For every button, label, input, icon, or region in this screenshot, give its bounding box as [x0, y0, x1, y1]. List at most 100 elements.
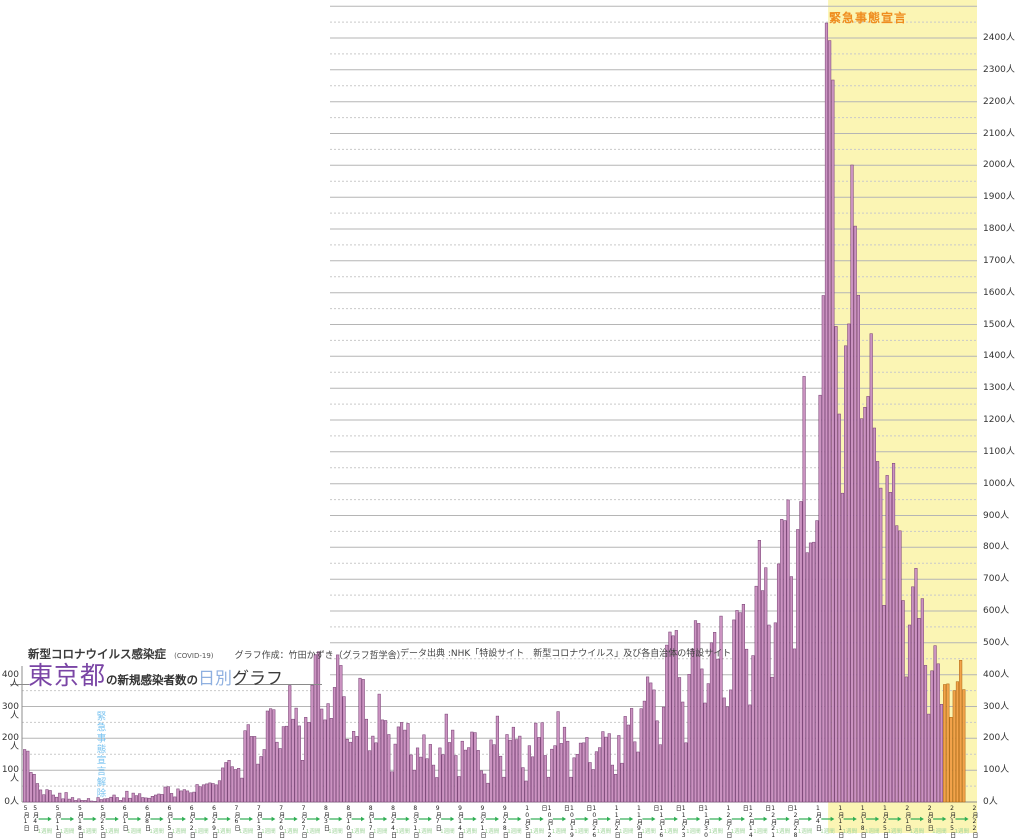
x-tick-label: 12月14日 — [741, 805, 755, 839]
y-tick-label: 400人 — [983, 669, 1010, 680]
svg-text:1週間: 1週間 — [172, 827, 187, 835]
data-source: データ出典 :NHK「特設サイト 新型コロナウイルス」及び各自治体の特設サイト — [400, 649, 732, 659]
y-tick-label: 200人 — [983, 733, 1010, 744]
x-tick-label: 9月14日 — [456, 805, 464, 838]
svg-text:1週間: 1週間 — [507, 827, 522, 835]
svg-text:1週間: 1週間 — [574, 827, 589, 835]
y-tick-label: 0人 — [4, 797, 19, 807]
x-tick-label: 9月7日 — [434, 805, 442, 831]
y-tick-label: 1000人 — [983, 478, 1015, 489]
svg-text:1週間: 1週間 — [395, 827, 410, 835]
x-tick-label: 12月28日 — [786, 805, 800, 839]
svg-text:1週間: 1週間 — [82, 827, 97, 835]
x-tick-label: 8月3日 — [322, 805, 330, 831]
x-tick-label: 10月12日 — [540, 805, 554, 839]
y-tick-label: 800人 — [983, 542, 1010, 553]
svg-text:1週間: 1週間 — [239, 827, 254, 835]
y-tick-label: 2000人 — [983, 160, 1015, 171]
x-tick-label: 2月15日 — [948, 805, 956, 838]
svg-text:1週間: 1週間 — [776, 827, 791, 835]
y-tick-label: 2400人 — [983, 33, 1015, 43]
x-tick-label: 7月6日 — [232, 805, 240, 831]
svg-text:1週間: 1週間 — [328, 827, 343, 835]
week-arrows: 1週間 1週間 1週間 1週間 1週間 1週間 1週間 1週間 1週間 1週間 1週間 1週間 1週間 1… — [38, 816, 969, 835]
y-tick-label: 300人 — [983, 701, 1010, 712]
title-daily: 日別 — [198, 669, 233, 689]
x-tick-label: 9月21日 — [478, 805, 486, 838]
svg-text:1週間: 1週間 — [149, 827, 164, 835]
svg-text:1週間: 1週間 — [552, 827, 567, 835]
svg-text:1週間: 1週間 — [284, 827, 299, 835]
x-tick-label: 10月5日 — [523, 805, 531, 838]
svg-text:1週間: 1週間 — [194, 827, 209, 835]
y-tick-label: 1600人 — [983, 287, 1015, 298]
y-tick-label: 500人 — [983, 637, 1010, 648]
title-middle: の新規感染者数の — [106, 673, 199, 687]
x-tick-label: 1月25日 — [881, 805, 889, 838]
x-tick-label: 2月22日 — [970, 805, 978, 838]
x-tick-label: 11月16日 — [651, 805, 665, 839]
y-tick-label: 1400人 — [983, 351, 1015, 362]
x-tick-label: 2月8日 — [926, 805, 934, 831]
x-tick-label: 11月23日 — [674, 805, 688, 839]
x-tick-label: 8月10日 — [344, 805, 352, 838]
x-tick-label: 6月29日 — [210, 805, 218, 838]
x-tick-label: 6月22日 — [188, 805, 196, 838]
x-tick-label: 11月9日 — [635, 805, 643, 838]
y-tick-label: 2100人 — [983, 128, 1015, 139]
x-tick-label: 12月7日 — [724, 805, 732, 838]
x-tick-label: 9月28日 — [501, 805, 509, 838]
y-tick-label: 1800人 — [983, 224, 1015, 234]
y-tick-label: 0人 — [983, 797, 998, 807]
x-tick-label: 5月4日 — [31, 805, 39, 831]
x-tick-label: 5月25日 — [98, 805, 106, 838]
title-block: 新型コロナウイルス感染症 (COVID-19) グラフ作成：竹田かずき（グラフ哲… — [28, 643, 406, 692]
y-tick-label: 1700人 — [983, 255, 1015, 266]
svg-text:1週間: 1週間 — [418, 827, 433, 835]
y-tick-label: 600人 — [983, 606, 1010, 616]
emergency-declaration-label: 緊急事態宣言 — [829, 11, 908, 25]
svg-text:1週間: 1週間 — [530, 827, 545, 835]
x-tick-label: 5月18日 — [76, 805, 84, 838]
x-tick-label: 7月20日 — [277, 805, 285, 838]
y-tick-label: 1500人 — [983, 319, 1015, 330]
y-tick-label: 1300人 — [983, 383, 1015, 394]
x-tick-label: 1月4日 — [814, 805, 822, 831]
chart-subtitle: 新型コロナウイルス感染症 — [28, 647, 166, 661]
svg-text:1週間: 1週間 — [731, 827, 746, 835]
svg-text:1週間: 1週間 — [641, 827, 656, 835]
y-tick-label: 400人 — [1, 669, 19, 689]
x-tick-label: 6月15日 — [165, 805, 173, 838]
x-tick-label: 11月30日 — [696, 805, 710, 839]
title-top-line: 新型コロナウイルス感染症 (COVID-19) グラフ作成：竹田かずき（グラフ哲… — [28, 643, 406, 661]
svg-text:1週間: 1週間 — [709, 827, 724, 835]
svg-text:1週間: 1週間 — [887, 827, 902, 835]
svg-text:1週間: 1週間 — [843, 827, 858, 835]
y-tick-label: 200人 — [1, 733, 19, 753]
y-tick-label: 300人 — [1, 701, 19, 721]
svg-text:1週間: 1週間 — [597, 827, 612, 835]
x-tick-label: 6月8日 — [143, 805, 151, 831]
page-title: 東京都 の新規感染者数の 日別 グラフ — [28, 656, 406, 692]
svg-text:1週間: 1週間 — [60, 827, 75, 835]
x-tick-label: 12月21日 — [763, 805, 777, 839]
y-tick-label: 2300人 — [983, 64, 1015, 75]
x-tick-label: 6月1日 — [121, 805, 129, 831]
x-tick-label: 10月19日 — [562, 805, 576, 839]
y-tick-label: 100人 — [983, 765, 1010, 776]
svg-text:1週間: 1週間 — [351, 827, 366, 835]
svg-text:1週間: 1週間 — [932, 827, 947, 835]
daily-bars — [23, 22, 966, 803]
svg-text:1週間: 1週間 — [753, 827, 768, 835]
y-tick-label: 700人 — [983, 574, 1010, 585]
title-underline — [237, 684, 322, 685]
svg-text:1週間: 1週間 — [38, 827, 53, 835]
svg-text:1週間: 1週間 — [105, 827, 120, 835]
x-tick-label: 8月17日 — [367, 805, 375, 838]
svg-text:1週間: 1週間 — [261, 827, 276, 835]
svg-text:1週間: 1週間 — [306, 827, 321, 835]
x-tick-label: 10月26日 — [584, 805, 598, 839]
